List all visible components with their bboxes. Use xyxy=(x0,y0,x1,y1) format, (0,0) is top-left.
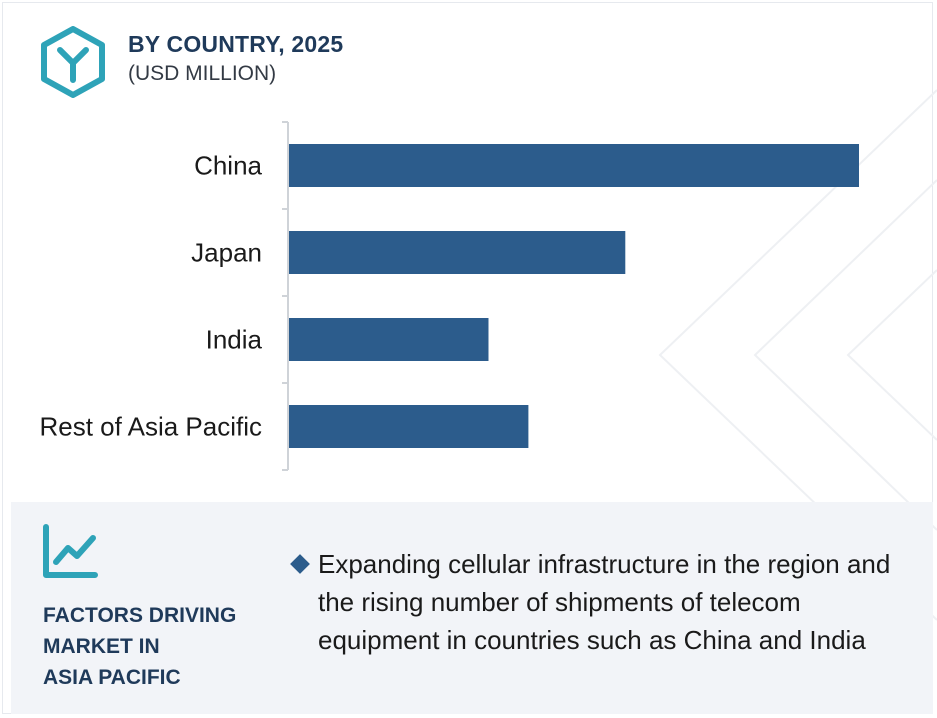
bar-japan xyxy=(289,231,626,274)
chart-title: BY COUNTRY, 2025 xyxy=(128,31,344,57)
category-label: Rest of Asia Pacific xyxy=(39,412,262,442)
factors-panel: FACTORS DRIVING MARKET IN ASIA PACIFIC E… xyxy=(11,502,933,714)
bar-china xyxy=(289,144,859,187)
bar-india xyxy=(289,318,489,361)
category-label: Japan xyxy=(191,238,262,268)
category-label: India xyxy=(206,325,263,355)
trend-line-chart-icon xyxy=(43,524,98,578)
bar-chart: China Japan India Rest of Asia Pacific xyxy=(39,121,859,471)
factors-heading: FACTORS DRIVING MARKET IN ASIA PACIFIC xyxy=(43,604,237,689)
chart-subtitle: (USD MILLION) xyxy=(128,62,277,85)
diamond-bullet-icon xyxy=(290,554,310,574)
bar-rest-of-asia-pacific xyxy=(289,405,529,448)
hexagon-y-logo-icon xyxy=(41,26,105,98)
category-label: China xyxy=(194,151,262,181)
factor-bullet-text: Expanding cellular infrastructure in the… xyxy=(318,549,891,655)
